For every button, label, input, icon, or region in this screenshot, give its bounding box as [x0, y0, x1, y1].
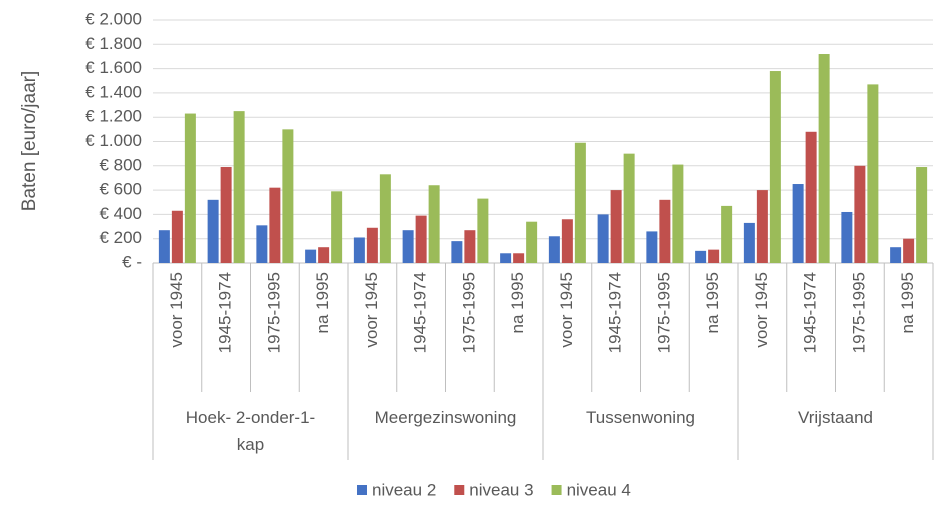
bar — [233, 111, 245, 263]
x-tick-label: na 1995 — [703, 272, 722, 333]
bar — [841, 211, 853, 263]
legend-swatch — [454, 485, 465, 495]
y-tick-label: € - — [122, 252, 142, 271]
x-tick-label: 1975-1995 — [459, 272, 478, 353]
y-tick-label: € 600 — [99, 180, 142, 199]
x-tick-label: 1945-1974 — [216, 272, 235, 353]
bar — [318, 247, 330, 263]
bar — [708, 249, 720, 263]
legend-label: niveau 3 — [469, 480, 533, 499]
bar — [659, 199, 671, 263]
bar — [867, 84, 879, 264]
group-label: Meergezinswoning — [374, 408, 517, 427]
x-tick-label: voor 1945 — [752, 272, 771, 348]
group-label: Vrijstaand — [798, 408, 873, 427]
bar — [353, 237, 365, 263]
bar — [184, 113, 196, 264]
x-tick-label: 1975-1995 — [849, 272, 868, 353]
bar — [269, 187, 281, 263]
x-tick-label: voor 1945 — [362, 272, 381, 348]
bar — [903, 238, 915, 263]
x-tick-label: 1975-1995 — [264, 272, 283, 353]
group-label: Tussenwoning — [586, 408, 695, 427]
bar — [305, 249, 317, 263]
bar — [548, 236, 560, 263]
bar — [477, 198, 489, 263]
bar — [513, 253, 525, 263]
legend-swatch — [551, 485, 562, 495]
bar — [282, 129, 294, 263]
bar — [402, 230, 414, 263]
x-tick-label: 1945-1974 — [411, 272, 430, 353]
bar — [818, 54, 830, 263]
bar — [561, 219, 573, 263]
bar — [526, 221, 538, 263]
group-label-box: Vrijstaand — [798, 408, 873, 427]
bar — [597, 214, 609, 263]
y-tick-label: € 400 — [99, 204, 142, 223]
x-tick-label: na 1995 — [508, 272, 527, 333]
x-tick-label: 1945-1974 — [606, 272, 625, 353]
legend-swatch — [357, 485, 367, 495]
bar — [916, 167, 928, 263]
bar — [756, 190, 768, 263]
bar — [464, 230, 476, 263]
bar — [721, 205, 733, 263]
group-label-box: Tussenwoning — [586, 408, 695, 427]
bar — [890, 247, 902, 263]
y-tick-label: € 200 — [99, 228, 142, 247]
x-tick-label: voor 1945 — [167, 272, 186, 348]
x-tick-label: voor 1945 — [557, 272, 576, 348]
bar — [428, 185, 440, 263]
bar — [574, 142, 586, 263]
bar — [220, 167, 232, 263]
bar — [158, 230, 170, 263]
bar — [792, 184, 804, 263]
y-tick-label: € 800 — [99, 155, 142, 174]
bar — [672, 164, 684, 263]
bar — [331, 191, 343, 263]
bar — [451, 241, 463, 263]
group-label-box: Hoek- 2-onder-1-kap — [185, 408, 316, 454]
y-tick-label: € 2.000 — [85, 9, 142, 28]
y-tick-label: € 1.200 — [85, 107, 142, 126]
legend-label: niveau 4 — [567, 480, 631, 499]
x-tick-label: na 1995 — [898, 272, 917, 333]
bar — [623, 153, 635, 263]
bar — [743, 222, 755, 263]
y-axis-label: Baten [euro/jaar] — [19, 71, 40, 211]
bar — [769, 71, 781, 263]
x-tick-label: 1975-1995 — [654, 272, 673, 353]
bar — [854, 165, 866, 263]
bar — [805, 131, 817, 263]
x-tick-label: 1945-1974 — [801, 272, 820, 353]
y-tick-label: € 1.000 — [85, 131, 142, 150]
bar — [646, 231, 658, 263]
bar — [610, 190, 622, 263]
y-tick-label: € 1.600 — [85, 58, 142, 77]
bar — [366, 227, 378, 263]
bar — [207, 199, 219, 263]
bar — [171, 210, 183, 263]
group-label-box: Meergezinswoning — [374, 408, 517, 427]
x-tick-label: na 1995 — [313, 272, 332, 333]
bar — [256, 225, 268, 263]
y-tick-label: € 1.400 — [85, 82, 142, 101]
bar — [500, 253, 512, 263]
legend-label: niveau 2 — [372, 480, 436, 499]
group-label: Hoek- 2-onder-1-kap — [185, 408, 316, 454]
y-tick-label: € 1.800 — [85, 34, 142, 53]
bar — [695, 250, 707, 263]
bar — [415, 215, 427, 263]
bar — [379, 174, 391, 263]
